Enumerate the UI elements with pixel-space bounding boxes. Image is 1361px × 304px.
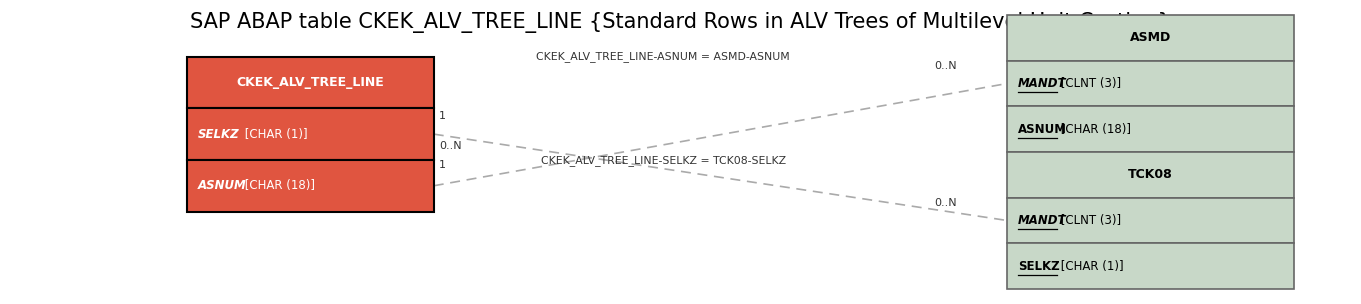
Text: [CHAR (1)]: [CHAR (1)] (241, 128, 308, 141)
FancyBboxPatch shape (1007, 152, 1294, 198)
Text: [CHAR (18)]: [CHAR (18)] (241, 179, 314, 192)
Text: [CHAR (1)]: [CHAR (1)] (1056, 260, 1123, 273)
FancyBboxPatch shape (186, 160, 434, 212)
FancyBboxPatch shape (1007, 244, 1294, 289)
Text: CKEK_ALV_TREE_LINE-SELKZ = TCK08-SELKZ: CKEK_ALV_TREE_LINE-SELKZ = TCK08-SELKZ (540, 155, 785, 166)
FancyBboxPatch shape (1007, 106, 1294, 152)
Text: SELKZ: SELKZ (1018, 260, 1060, 273)
Text: [CHAR (18)]: [CHAR (18)] (1056, 123, 1131, 136)
Text: CKEK_ALV_TREE_LINE-ASNUM = ASMD-ASNUM: CKEK_ALV_TREE_LINE-ASNUM = ASMD-ASNUM (536, 51, 789, 62)
Text: MANDT: MANDT (1018, 214, 1067, 227)
Text: CKEK_ALV_TREE_LINE: CKEK_ALV_TREE_LINE (237, 76, 384, 89)
Text: MANDT: MANDT (1018, 77, 1067, 90)
Text: ASMD: ASMD (1130, 31, 1172, 44)
Text: SAP ABAP table CKEK_ALV_TREE_LINE {Standard Rows in ALV Trees of Multilevel Unit: SAP ABAP table CKEK_ALV_TREE_LINE {Stand… (191, 12, 1170, 33)
FancyBboxPatch shape (1007, 198, 1294, 244)
FancyBboxPatch shape (1007, 15, 1294, 60)
FancyBboxPatch shape (186, 57, 434, 108)
Text: 1: 1 (440, 111, 446, 121)
Text: 0..N: 0..N (934, 198, 957, 208)
Text: 0..N: 0..N (440, 141, 461, 151)
Text: ASNUM: ASNUM (1018, 123, 1067, 136)
Text: 0..N: 0..N (934, 60, 957, 71)
Text: [CLNT (3)]: [CLNT (3)] (1056, 214, 1120, 227)
Text: ASNUM: ASNUM (197, 179, 246, 192)
FancyBboxPatch shape (1007, 60, 1294, 106)
Text: 1: 1 (440, 160, 446, 170)
Text: [CLNT (3)]: [CLNT (3)] (1056, 77, 1120, 90)
Text: TCK08: TCK08 (1128, 168, 1173, 181)
Text: SELKZ: SELKZ (197, 128, 240, 141)
FancyBboxPatch shape (186, 108, 434, 160)
